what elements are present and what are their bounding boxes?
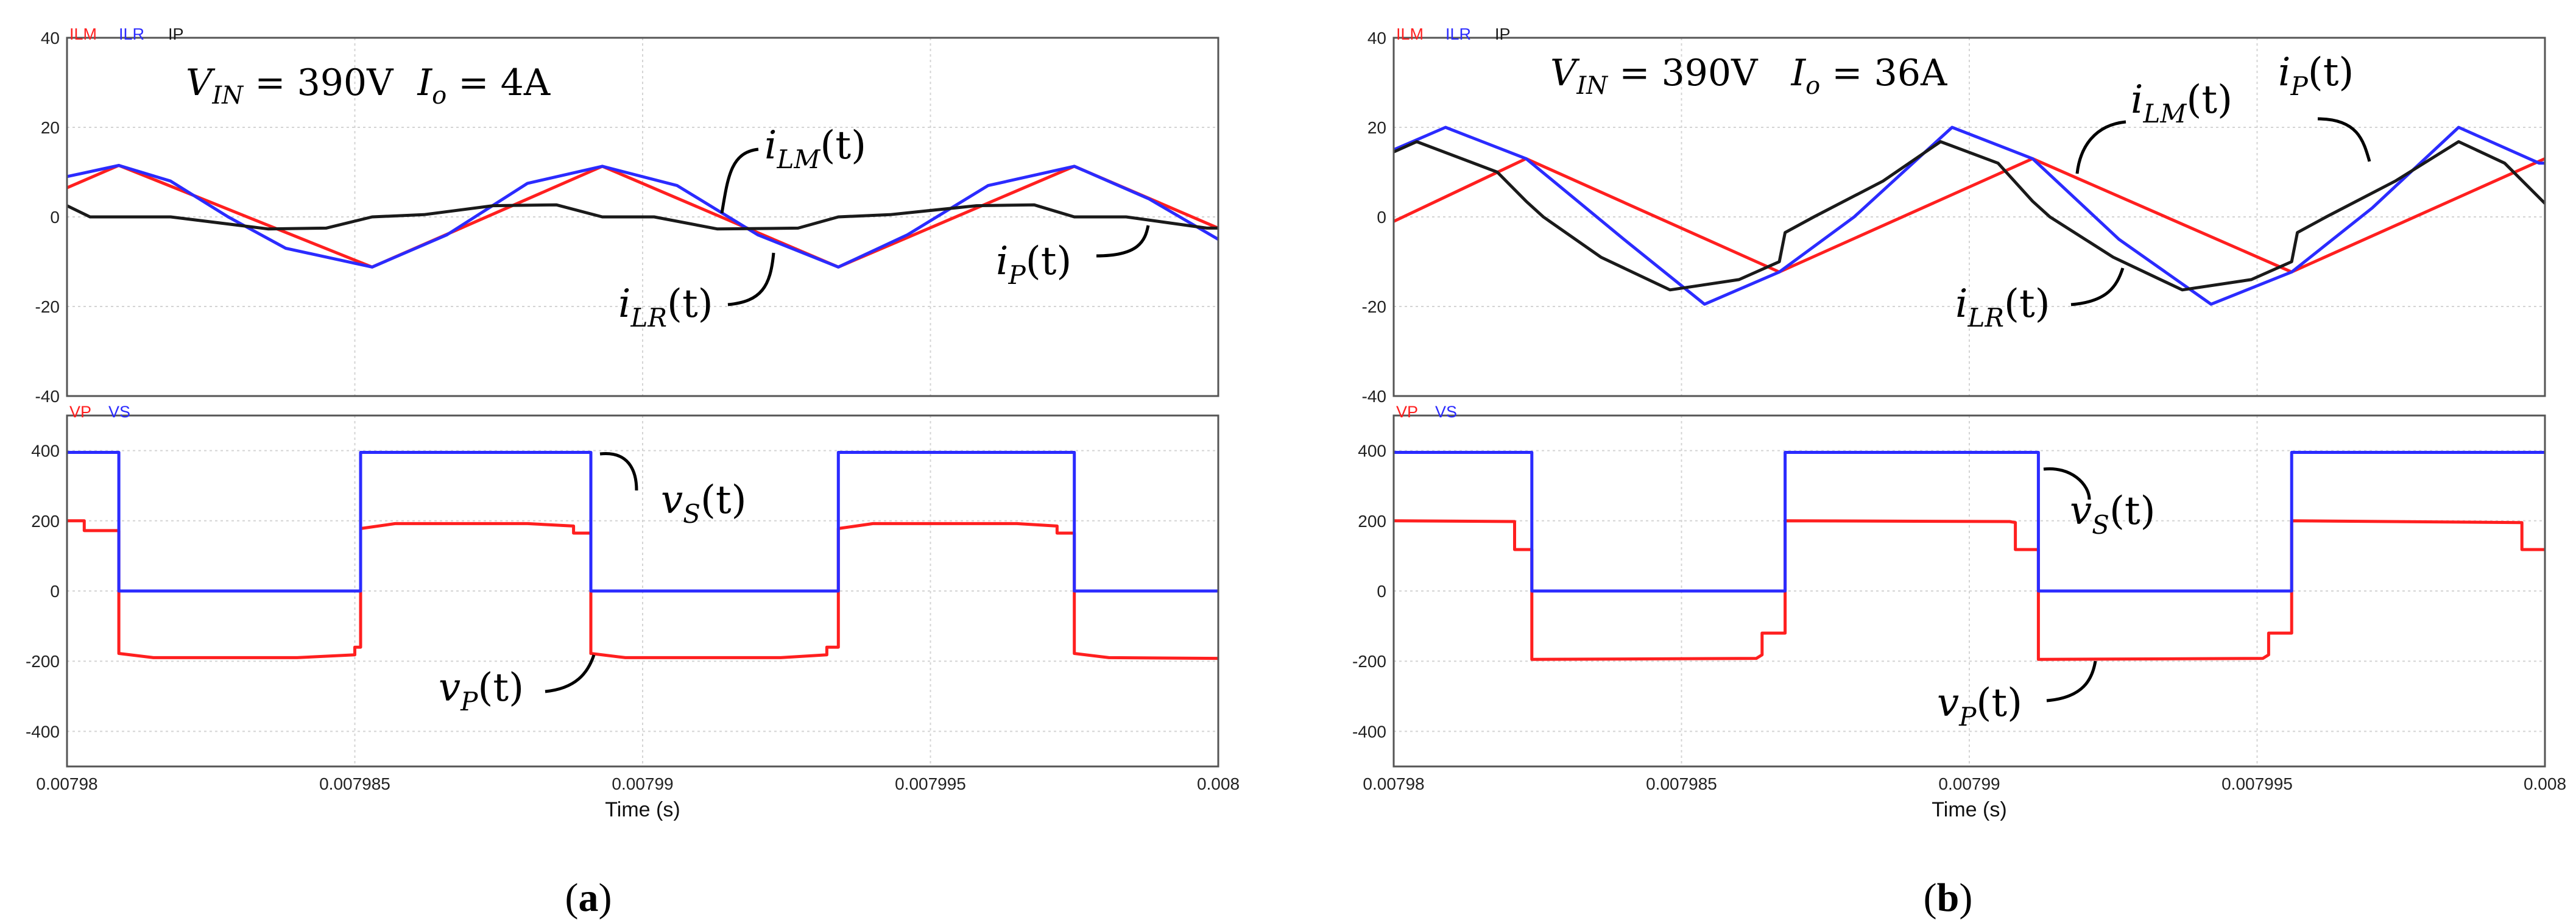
y-tick-label: 0 xyxy=(50,208,60,227)
y-tick-label: 0 xyxy=(1377,208,1386,227)
y-tick-label: -200 xyxy=(26,652,60,671)
pointer-a-ilr xyxy=(727,252,775,306)
plot-frame xyxy=(1392,37,2546,397)
annot-b-vp: vP(t) xyxy=(1937,681,2022,732)
plot-frame xyxy=(66,37,1219,397)
x-tick-label: 0.008 xyxy=(1197,774,1240,793)
x-tick-label: 0.007985 xyxy=(319,774,390,793)
series-vs xyxy=(1394,451,2545,593)
panel-a-annotations: VIN = 390V Io = 4A iLM(t) iLR(t) iP(t) vS… xyxy=(186,62,1150,920)
y-tick-label: 400 xyxy=(1358,442,1386,461)
annot-a-vp: vP(t) xyxy=(439,665,524,717)
annot-b-ilr: iLR(t) xyxy=(1955,281,2050,333)
series-vp xyxy=(1393,519,2545,661)
x-tick-label: 0.00798 xyxy=(1363,774,1424,793)
annot-a-ilr: iLR(t) xyxy=(618,281,713,333)
y-tick-label: 400 xyxy=(31,442,60,461)
y-tick-label: -400 xyxy=(1352,722,1386,741)
pointer-a-ilm xyxy=(720,147,759,214)
annot-b-vs: vS(t) xyxy=(2070,489,2156,540)
chart-1: 400 200 0 -200 -400 VP VS 0.00798 0.007985 0.0079… xyxy=(26,403,1240,821)
condition-a: VIN = 390V Io = 4A xyxy=(186,62,551,110)
condition-b: VIN = 390V Io = 36A xyxy=(1550,52,1947,100)
series-ilr xyxy=(66,164,1219,269)
legend-vp: VP xyxy=(69,403,91,421)
series-ilm xyxy=(1392,157,2546,274)
panel-label-b: (b) xyxy=(1924,876,1973,920)
panel-label-a: (a) xyxy=(565,876,612,920)
y-tick-label: 0 xyxy=(1377,582,1386,601)
plot-frame xyxy=(1392,414,2546,768)
pointer-b-ilr xyxy=(2070,267,2125,306)
pointer-a-vp xyxy=(545,654,596,693)
y-tick-label: -40 xyxy=(35,387,60,406)
legend-ilr: ILR xyxy=(119,25,144,43)
y-tick-label: -200 xyxy=(1352,652,1386,671)
legend-ip: IP xyxy=(1495,25,1511,43)
pointer-a-ip xyxy=(1096,225,1150,258)
series-vs xyxy=(67,451,1218,593)
plot-frame xyxy=(66,414,1219,768)
x-tick-label: 0.007995 xyxy=(895,774,966,793)
x-tick-label: 0.007995 xyxy=(2221,774,2293,793)
legend-ilm: ILM xyxy=(1396,25,1424,43)
x-tick-label: 0.00798 xyxy=(36,774,97,793)
pointer-a-vs xyxy=(599,451,638,491)
y-tick-label: 40 xyxy=(1367,29,1386,48)
x-tick-label: 0.00799 xyxy=(612,774,673,793)
legend-ip: IP xyxy=(168,25,184,43)
y-tick-label: -20 xyxy=(1362,297,1386,316)
y-tick-label: -40 xyxy=(1362,387,1386,406)
chart-0: 40 20 0 -20 -40 ILM ILR IP xyxy=(35,25,1219,406)
annot-b-ip: iP(t) xyxy=(2278,50,2354,101)
series-ip xyxy=(66,203,1218,231)
y-tick-label: -20 xyxy=(35,297,60,316)
y-tick-label: 200 xyxy=(31,512,60,531)
pointer-b-vs xyxy=(2043,467,2091,500)
legend-ilm: ILM xyxy=(69,25,97,43)
x-tick-label: 0.008 xyxy=(2524,774,2566,793)
y-tick-label: 20 xyxy=(41,118,60,137)
annot-a-ilm: iLM(t) xyxy=(764,123,866,174)
legend-vs: VS xyxy=(108,403,130,421)
y-tick-label: 200 xyxy=(1358,512,1386,531)
y-tick-label: 20 xyxy=(1367,118,1386,137)
series-ip xyxy=(1392,140,2546,292)
x-axis-label: Time (s) xyxy=(1932,798,2006,821)
panel-b-annotations: VIN = 390V Io = 36A iLM(t) iP(t) iLR(t) v… xyxy=(1550,50,2371,920)
x-tick-label: 0.007985 xyxy=(1646,774,1717,793)
y-tick-label: -400 xyxy=(26,722,60,741)
annot-a-vs: vS(t) xyxy=(661,478,747,529)
pointer-b-ilm xyxy=(2075,120,2126,174)
annot-a-ip: iP(t) xyxy=(996,239,1071,290)
chart-2: 40 20 0 -20 -40 ILM ILR IP xyxy=(1362,25,2546,406)
legend-vs: VS xyxy=(1435,403,1457,421)
legend-ilr: ILR xyxy=(1445,25,1471,43)
chart-3: 400 200 0 -200 -400 VP VS 0.00798 0.007985 0.0079… xyxy=(1352,403,2566,821)
pointer-b-vp xyxy=(2046,660,2097,702)
legend-vp: VP xyxy=(1396,403,1418,421)
y-tick-label: 0 xyxy=(50,582,60,601)
y-tick-label: 40 xyxy=(41,29,60,48)
annot-b-ilm: iLM(t) xyxy=(2131,77,2232,129)
x-tick-label: 0.00799 xyxy=(1938,774,2000,793)
x-axis-label: Time (s) xyxy=(605,798,680,821)
pointer-b-ip xyxy=(2317,117,2371,162)
